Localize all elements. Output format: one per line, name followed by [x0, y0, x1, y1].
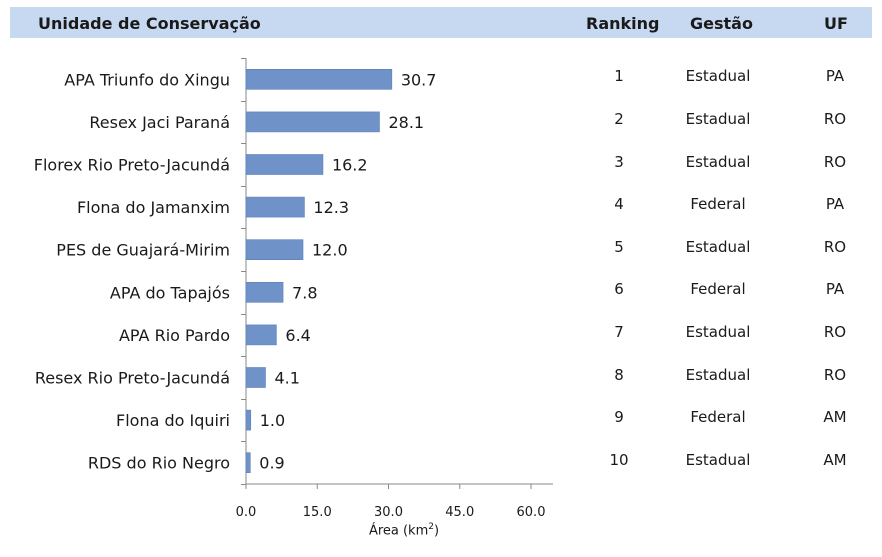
ranking-cell: 2: [614, 109, 624, 128]
x-tick-label: 30.0: [374, 505, 403, 520]
bar: [245, 111, 380, 133]
gestao-cell: Federal: [690, 280, 746, 299]
table-header-bar: [10, 7, 872, 38]
data-label: 4.1: [274, 369, 299, 388]
gestao-cell: Estadual: [685, 152, 751, 171]
ranking-cell: 6: [614, 280, 624, 299]
gestao-cell: Estadual: [685, 237, 751, 256]
data-label: 1.0: [260, 411, 285, 430]
uf-cell: AM: [823, 408, 847, 427]
ranking-cell: 9: [614, 408, 624, 427]
category-label: Resex Jaci Paraná: [89, 113, 230, 132]
data-label: 0.9: [259, 454, 284, 473]
bar: [245, 154, 324, 175]
gestao-cell: Federal: [690, 195, 746, 214]
ranking-cell: 10: [609, 450, 629, 469]
uf-cell: RO: [823, 365, 847, 384]
uf-cell: PA: [825, 280, 845, 299]
ranking-cell: 3: [614, 152, 624, 171]
category-label: Florex Rio Preto-Jacundá: [34, 156, 230, 175]
uf-cell: AM: [823, 450, 847, 469]
uf-cell: RO: [823, 237, 847, 256]
bar: [245, 239, 304, 260]
uf-cell: PA: [825, 67, 845, 86]
ranking-cell: 7: [614, 322, 624, 341]
x-tick-label: 60.0: [517, 505, 546, 520]
gestao-cell: Estadual: [685, 109, 751, 128]
header-gestao: Gestão: [690, 14, 753, 33]
bar: [245, 281, 284, 303]
category-label: APA do Tapajós: [110, 283, 230, 302]
bar: [245, 324, 277, 346]
x-tick-label: 15.0: [303, 505, 332, 520]
bar: [245, 409, 252, 431]
gestao-cell: Estadual: [685, 365, 751, 384]
category-label: APA Rio Pardo: [119, 326, 230, 345]
x-axis-title: Área (km2): [368, 522, 440, 539]
category-label: Resex Rio Preto-Jacundá: [35, 369, 230, 388]
ranking-cell: 8: [614, 365, 624, 384]
gestao-cell: Federal: [690, 408, 746, 427]
data-label: 28.1: [388, 113, 424, 132]
bar: [245, 196, 305, 218]
uf-cell: RO: [823, 322, 847, 341]
data-label: 12.3: [313, 198, 349, 217]
gestao-cell: Estadual: [685, 450, 751, 469]
ranking-cell: 1: [614, 67, 624, 86]
data-label: 16.2: [332, 156, 368, 175]
uf-cell: RO: [823, 109, 847, 128]
bar: [245, 69, 393, 90]
bar: [245, 452, 251, 474]
category-label: RDS do Rio Negro: [88, 454, 230, 473]
x-tick-label: 45.0: [445, 505, 474, 520]
header-ranking: Ranking: [586, 14, 660, 33]
uf-cell: RO: [823, 152, 847, 171]
data-label: 12.0: [312, 241, 348, 260]
uf-cell: PA: [825, 195, 845, 214]
category-label: Flona do Jamanxim: [77, 198, 230, 217]
x-tick-label: 0.0: [236, 505, 257, 520]
data-label: 30.7: [401, 70, 437, 89]
header-uf: UF: [824, 14, 848, 33]
category-label: Flona do Iquiri: [116, 411, 230, 430]
data-label: 7.8: [292, 283, 317, 302]
data-label: 6.4: [285, 326, 310, 345]
header-unidade: Unidade de Conservação: [38, 14, 261, 33]
bar: [245, 367, 266, 388]
ranking-cell: 4: [614, 195, 624, 214]
gestao-cell: Estadual: [685, 67, 751, 86]
category-label: PES de Guajará-Mirim: [56, 241, 230, 260]
gestao-cell: Estadual: [685, 322, 751, 341]
category-label: APA Triunfo do Xingu: [64, 70, 230, 89]
ranking-cell: 5: [614, 237, 624, 256]
